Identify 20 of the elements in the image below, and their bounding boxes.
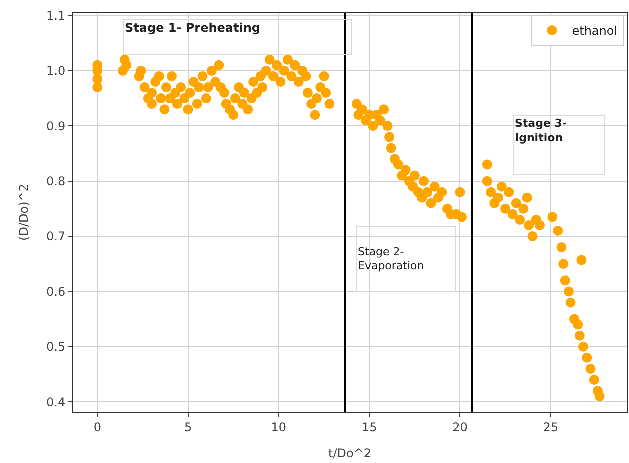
y-tick-label: 0.4	[46, 395, 66, 410]
annotation: Stage 2- Evaporation	[358, 245, 424, 273]
y-tick-label: 0.9	[46, 119, 66, 134]
y-tick-label: 1.0	[46, 64, 66, 78]
annotation: Stage 3- Ignition	[515, 117, 567, 144]
x-tick-label: 10	[271, 420, 287, 434]
x-tick-label: 25	[543, 420, 558, 434]
legend-label: ethanol	[572, 24, 618, 38]
y-tick-label: 0.8	[46, 174, 66, 189]
x-tick-label: 15	[362, 420, 378, 434]
x-axis-title: t/Do^2	[328, 446, 372, 460]
y-axis-title: (D/Do)^2	[16, 184, 31, 241]
y-tick-label: 0.5	[46, 340, 66, 354]
x-tick-label: 20	[452, 420, 468, 434]
x-tick-label: 0	[94, 420, 102, 434]
x-tick-label: 5	[184, 420, 192, 434]
y-tick-label: 1.1	[46, 8, 66, 23]
y-tick-label: 0.6	[46, 284, 66, 299]
annotation: Stage 1- Preheating	[125, 21, 261, 35]
y-tick-label: 0.7	[46, 230, 66, 244]
